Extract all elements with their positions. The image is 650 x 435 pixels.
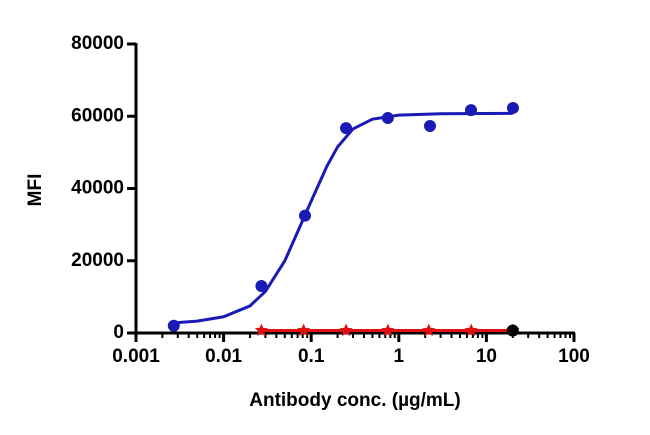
y-tick-label: 40000	[71, 178, 124, 199]
x-tick-label: 10	[476, 346, 497, 367]
point	[381, 323, 395, 337]
point	[167, 319, 180, 332]
point	[422, 323, 436, 337]
y-tick-label: 60000	[71, 105, 124, 126]
point	[506, 101, 519, 114]
point	[299, 209, 312, 222]
point	[423, 120, 436, 133]
x-tick-label: 100	[558, 346, 590, 367]
y-axis-title: MFI	[25, 174, 46, 207]
y-tick-label: 0	[113, 322, 124, 343]
point	[297, 323, 311, 337]
point	[255, 280, 268, 293]
point	[464, 323, 478, 337]
x-tick-label: 0.001	[112, 346, 160, 367]
series-line	[173, 111, 513, 325]
point	[381, 112, 394, 125]
x-tick-label: 1	[394, 346, 405, 367]
x-tick-label: 0.01	[205, 346, 242, 367]
x-axis-title: Antibody conc. (µg/mL)	[249, 390, 461, 411]
point	[464, 104, 477, 117]
point	[254, 323, 268, 337]
x-tick-label: 0.1	[298, 346, 325, 367]
y-tick-label: 20000	[71, 250, 124, 271]
point	[340, 122, 353, 135]
point	[339, 323, 353, 337]
y-tick-label: 80000	[71, 33, 124, 54]
point	[506, 324, 519, 337]
